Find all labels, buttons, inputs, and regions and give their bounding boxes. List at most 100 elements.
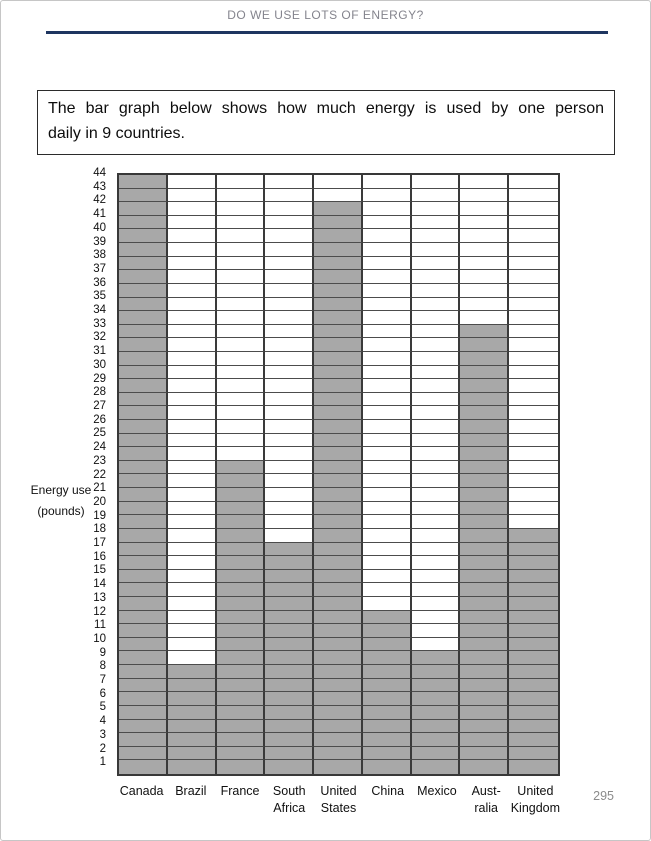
grid-cell — [509, 420, 558, 434]
grid-cell — [314, 460, 363, 475]
grid-cell — [362, 215, 412, 230]
grid-cell — [167, 528, 217, 543]
grid-cell — [460, 215, 510, 230]
grid-cell — [460, 243, 510, 257]
grid-cell — [362, 556, 412, 570]
grid-cell — [509, 352, 558, 366]
grid-cell — [119, 283, 168, 298]
y-tick-label: 40 — [93, 221, 106, 234]
grid-cell — [167, 488, 217, 502]
y-tick-label: 20 — [93, 495, 106, 508]
grid-cell — [119, 392, 168, 407]
grid-cell — [509, 528, 558, 543]
grid-cell — [411, 297, 461, 312]
grid-cell — [509, 651, 558, 666]
grid-cell — [314, 583, 363, 598]
grid-cell — [216, 651, 266, 666]
grid-cell — [362, 474, 412, 489]
grid-cell — [460, 651, 510, 666]
grid-cell — [362, 746, 412, 761]
grid-cell — [265, 488, 315, 502]
grid-cell — [167, 256, 217, 271]
grid-cell — [265, 311, 315, 325]
grid-cell — [167, 637, 217, 652]
x-axis-label: Brazil — [175, 784, 207, 798]
y-tick-label: 41 — [93, 208, 106, 221]
x-axis-label: United States — [320, 784, 357, 815]
grid-cell — [167, 283, 217, 298]
grid-cell — [265, 447, 315, 461]
grid-cell — [509, 746, 558, 761]
grid-cell — [314, 474, 363, 489]
grid-cell — [509, 325, 558, 339]
y-axis-caption: Energy use (pounds) — [30, 483, 92, 518]
grid-cell — [509, 488, 558, 502]
grid-cell — [460, 338, 510, 352]
grid-cell — [509, 678, 558, 693]
grid-cell — [167, 678, 217, 693]
grid-cell — [216, 202, 266, 216]
grid-cell — [119, 556, 168, 570]
grid-cell — [314, 229, 363, 244]
grid-cell — [460, 392, 510, 407]
y-tick-label: 24 — [93, 441, 106, 454]
grid-cell — [119, 256, 168, 271]
grid-cell — [265, 175, 315, 189]
grid-cell — [460, 311, 510, 325]
grid-cell — [265, 243, 315, 257]
grid-cell — [362, 324, 412, 339]
grid-cell — [411, 637, 461, 652]
grid-cell — [460, 379, 510, 393]
grid-cell — [411, 528, 461, 543]
grid-cell — [362, 365, 412, 380]
grid-cell — [411, 175, 461, 189]
x-axis-labels: Canada Brazil France South Africa United Sta… — [117, 783, 560, 823]
grid-cell — [460, 460, 510, 475]
grid-cell — [362, 597, 412, 611]
grid-cell — [314, 556, 363, 570]
grid-cell — [167, 624, 217, 638]
grid-cell — [460, 324, 510, 339]
y-tick-label: 14 — [93, 578, 106, 591]
grid-cell — [216, 324, 266, 339]
grid-cell — [167, 665, 217, 679]
grid-cell — [509, 202, 558, 216]
grid-cell — [362, 338, 412, 352]
instruction-text-line1: The bar graph below shows how much energ… — [48, 100, 604, 117]
grid-cell — [265, 665, 315, 679]
grid-cell — [167, 746, 217, 761]
grid-cell — [216, 719, 266, 734]
grid-cell — [411, 447, 461, 461]
grid-cell — [216, 597, 266, 611]
grid-cell — [119, 542, 168, 557]
grid-cell — [119, 338, 168, 352]
grid-cell — [167, 474, 217, 489]
grid-cell — [411, 433, 461, 448]
grid-cell — [362, 202, 412, 216]
grid-cell — [460, 733, 510, 747]
grid-cell — [509, 583, 558, 598]
grid-cell — [216, 488, 266, 502]
grid-cell — [216, 297, 266, 312]
grid-cell — [411, 243, 461, 257]
grid-cell — [411, 705, 461, 720]
grid-cell — [167, 692, 217, 706]
grid-cell — [411, 420, 461, 434]
grid-cell — [119, 270, 168, 284]
grid-cell — [509, 243, 558, 257]
grid-cell — [216, 311, 266, 325]
grid-cell — [314, 733, 363, 747]
grid-cell — [460, 624, 510, 638]
grid-cell — [509, 406, 558, 421]
grid-cell — [216, 637, 266, 652]
grid-cell — [509, 257, 558, 271]
grid-cell — [119, 433, 168, 448]
grid-cell — [167, 610, 217, 625]
grid-cell — [119, 610, 168, 625]
grid-cell — [460, 229, 510, 244]
grid-cell — [411, 365, 461, 380]
grid-cell — [167, 215, 217, 230]
grid-cell — [216, 229, 266, 244]
grid-cell — [460, 175, 510, 189]
